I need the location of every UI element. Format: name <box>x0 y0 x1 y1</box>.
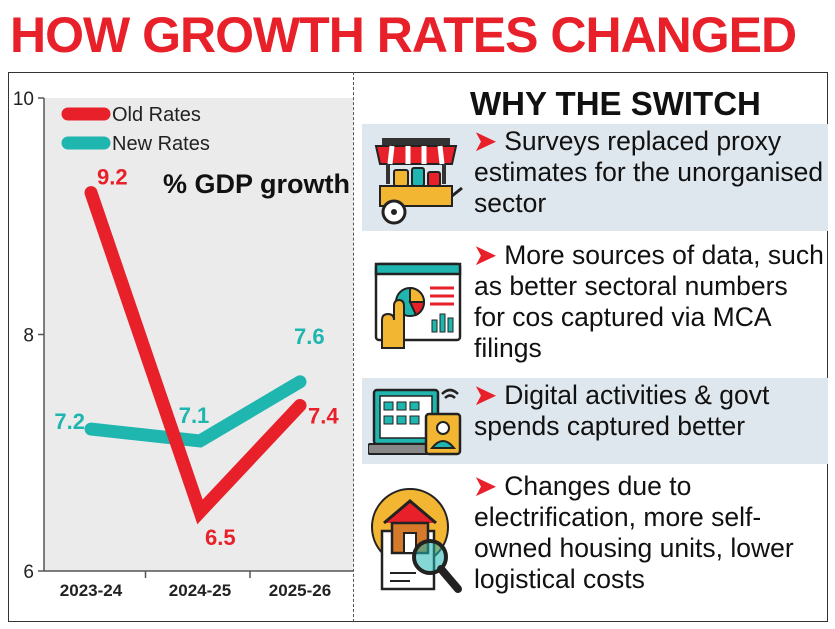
x-tick-label: 2023-24 <box>60 581 123 600</box>
reason-text: ➤ Digital activities & govt spends captur… <box>474 380 770 441</box>
new-rates-data-label: 7.6 <box>294 324 325 349</box>
reason-item: ➤ More sources of data, such as better se… <box>362 238 828 370</box>
arrow-bullet-icon: ➤ <box>474 240 497 270</box>
arrow-bullet-icon: ➤ <box>474 380 497 410</box>
reason-item: ➤ Digital activities & govt spends captur… <box>362 378 828 464</box>
x-tick-label: 2024-25 <box>169 581 231 600</box>
old-rates-data-label: 7.4 <box>308 403 339 428</box>
legend-new-label: New Rates <box>112 133 210 155</box>
y-tick-label: 8 <box>23 326 34 347</box>
arrow-bullet-icon: ➤ <box>474 126 497 156</box>
old-rates-data-label: 9.2 <box>97 165 128 190</box>
content-frame <box>8 72 828 622</box>
digital-devices-icon <box>368 388 462 456</box>
gdp-line-chart: 10 8 6 2023-24 2024-25 2025-26 9.2 6.5 7.4 7.2 7… <box>13 89 353 600</box>
reason-text: ➤ Changes due to electrification, more se… <box>474 471 794 594</box>
house-search-icon <box>371 488 462 593</box>
reason-item: ➤ Surveys replaced proxy estimates for th… <box>362 124 828 231</box>
street-vendor-cart-icon <box>374 138 463 225</box>
reason-text: ➤ More sources of data, such as better se… <box>474 240 824 363</box>
reason-item: ➤ Changes due to electrification, more se… <box>362 469 828 609</box>
new-rates-data-label: 7.2 <box>54 409 85 434</box>
old-rates-data-label: 6.5 <box>205 525 236 550</box>
old-rates-series-line <box>84 186 307 525</box>
data-dashboard-icon <box>374 262 462 349</box>
x-tick-label: 2025-26 <box>269 581 331 600</box>
legend-old-label: Old Rates <box>112 104 201 126</box>
new-rates-data-label: 7.1 <box>179 403 210 428</box>
y-tick-label: 6 <box>23 562 34 583</box>
reason-text: ➤ Surveys replaced proxy estimates for th… <box>474 126 824 218</box>
why-switch-title: WHY THE SWITCH <box>470 85 761 122</box>
arrow-bullet-icon: ➤ <box>474 471 497 501</box>
new-rates-series-line <box>84 375 307 448</box>
panel-divider <box>353 72 354 622</box>
chart-title: % GDP growth <box>163 169 350 199</box>
main-title: HOW GROWTH RATES CHANGED <box>10 7 797 63</box>
y-tick-label: 10 <box>13 89 34 110</box>
